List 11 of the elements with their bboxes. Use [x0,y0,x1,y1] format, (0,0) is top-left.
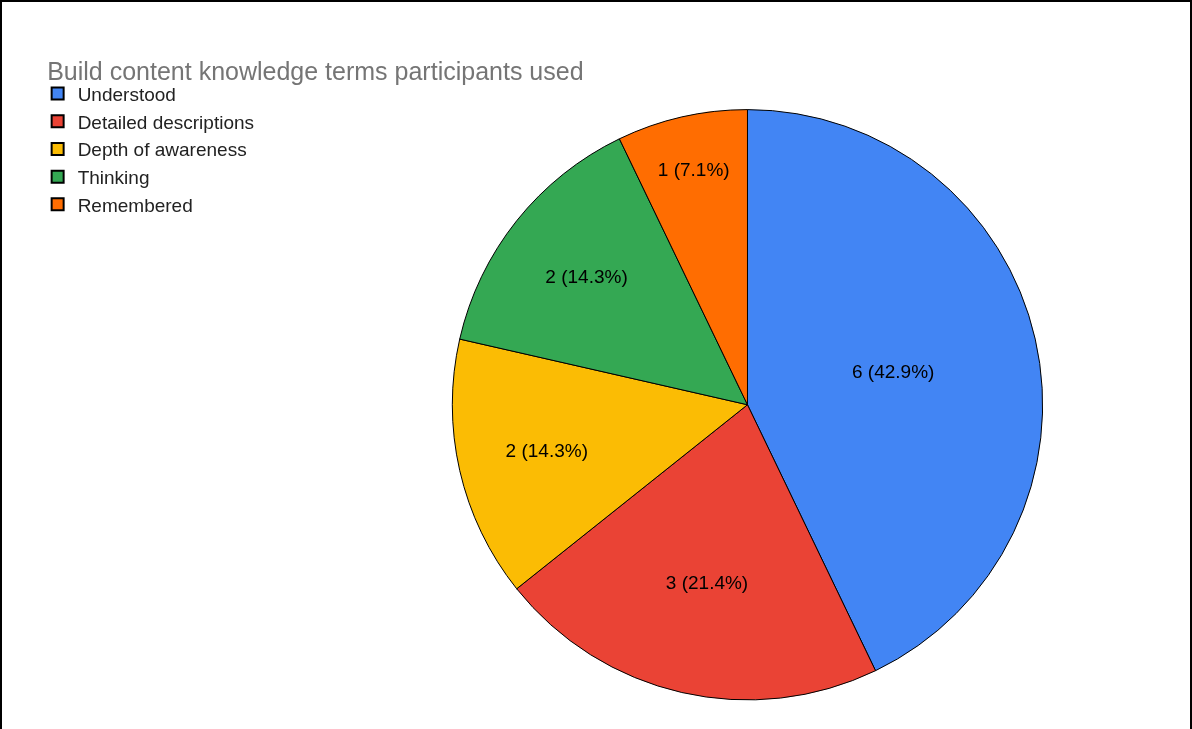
data-label: 2 (14.3%) [505,440,588,462]
data-label: 3 (21.4%) [665,571,749,593]
chart-title: Build content knowledge terms participants used [47,56,584,85]
data-label: 1 (7.1%) [657,158,730,180]
legend-label: Depth of awareness [77,139,247,161]
legend-label: Detailed descriptions [77,111,255,133]
legend-label: Remembered [77,194,193,216]
legend-label: Understood [77,83,176,105]
legend-label: Thinking [77,167,150,189]
data-label: 6 (42.9%) [851,361,935,382]
data-label: 2 (14.3%) [545,265,628,287]
